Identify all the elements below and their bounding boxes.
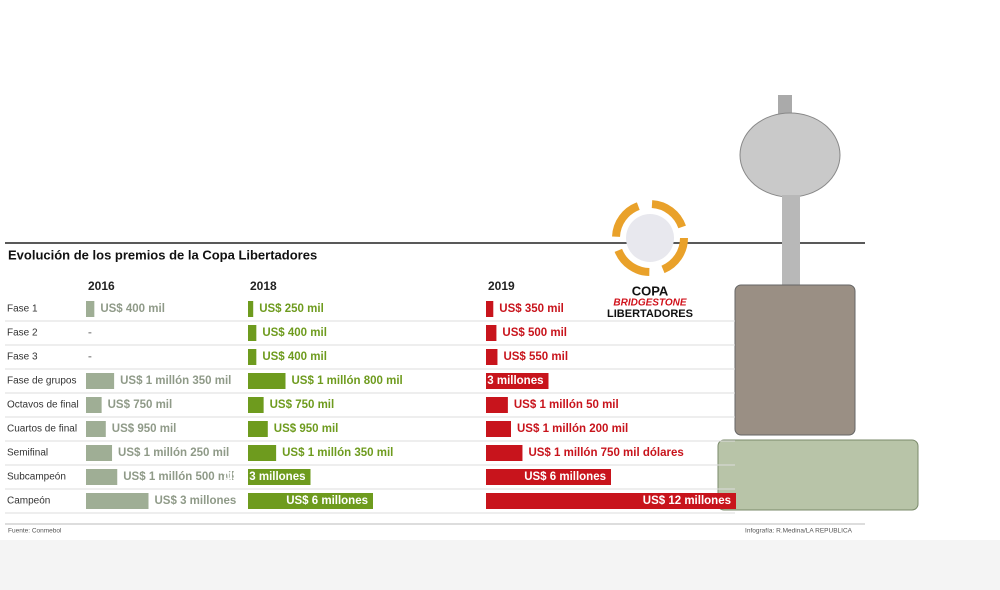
- value-label: US$ 3 millones: [462, 375, 544, 387]
- value-label: US$ 1 millón 250 mil: [118, 447, 229, 459]
- row-label: Campeón: [7, 496, 50, 507]
- trophy-base: [734, 284, 856, 436]
- value-label: US$ 3 millones: [155, 495, 237, 507]
- value-label: US$ 750 mil: [270, 399, 335, 411]
- value-label: -: [88, 351, 92, 363]
- value-label: US$ 350 mil: [499, 303, 564, 315]
- value-label: US$ 1 millón 200 mil: [517, 423, 628, 435]
- bar: [486, 421, 511, 437]
- bar: [486, 493, 736, 509]
- bar: [86, 301, 95, 317]
- bar: [86, 373, 115, 389]
- bar: [486, 349, 498, 365]
- source: Fuente: Conmebol: [8, 528, 62, 535]
- logo-text: COPA: [632, 283, 669, 298]
- bar: [248, 349, 257, 365]
- trophy-cup: [739, 112, 841, 198]
- logo: COPA BRIDGESTONE LIBERTADORES: [607, 200, 693, 320]
- value-label: US$ 1 millón 50 mil: [514, 399, 619, 411]
- bar: [248, 445, 277, 461]
- bar: [486, 445, 523, 461]
- bar: [248, 301, 254, 317]
- value-label: US$ 1 millón 800 mil: [292, 375, 403, 387]
- row-label: Fase 3: [7, 352, 38, 363]
- value-label: US$ 950 mil: [112, 423, 177, 435]
- value-label: US$ 250 mil: [259, 303, 324, 315]
- row-label: Cuartos de final: [7, 424, 77, 435]
- logo-globe: [626, 214, 674, 262]
- value-label: US$ 750 mil: [108, 399, 173, 411]
- year-label: 2019: [488, 279, 515, 293]
- bar: [86, 421, 106, 437]
- value-label: US$ 12 millones: [643, 495, 731, 507]
- bar: [86, 397, 102, 413]
- credit: Infografía: R.Medina/LA REPUBLICA: [745, 528, 853, 535]
- logo-text: LIBERTADORES: [607, 308, 693, 320]
- value-label: -: [88, 327, 92, 339]
- value-label: US$ 400 mil: [100, 303, 165, 315]
- value-label: US$ 1 millón 500 mil: [123, 471, 234, 483]
- bar: [248, 397, 264, 413]
- bar: [248, 421, 268, 437]
- bar: [248, 493, 373, 509]
- row-label: Subcampeón: [7, 472, 66, 483]
- bar: [486, 301, 494, 317]
- bottom-band: [0, 540, 1000, 590]
- value-label: US$ 6 millones: [286, 495, 368, 507]
- value-label: US$ 1 millón 750 mil dólares: [528, 447, 683, 459]
- value-label: US$ 1 millón 350 mil: [120, 375, 231, 387]
- trophy-stem: [782, 195, 800, 285]
- bar: [486, 469, 611, 485]
- bar: [86, 445, 113, 461]
- bar: [486, 373, 549, 389]
- row-label: Octavos de final: [7, 400, 79, 411]
- bar: [486, 397, 508, 413]
- value-label: US$ 3 millones: [224, 471, 306, 483]
- bar: [86, 493, 149, 509]
- year-label: 2016: [88, 279, 115, 293]
- bar: [86, 469, 118, 485]
- row-label: Semifinal: [7, 448, 48, 459]
- bar: [248, 469, 311, 485]
- value-label: US$ 400 mil: [262, 351, 327, 363]
- value-label: US$ 400 mil: [262, 327, 327, 339]
- money-stack: [717, 439, 919, 511]
- logo-text: BRIDGESTONE: [613, 298, 686, 309]
- year-label: 2018: [250, 279, 277, 293]
- chart-title: Evolución de los premios de la Copa Libe…: [8, 247, 317, 262]
- trophy-figure: [778, 95, 792, 115]
- bar: [486, 325, 497, 341]
- logo-ring: [612, 200, 688, 276]
- trophy: [717, 95, 919, 511]
- bar: [248, 325, 257, 341]
- bar: [248, 373, 286, 389]
- value-label: US$ 6 millones: [524, 471, 606, 483]
- row-label: Fase 2: [7, 328, 38, 339]
- value-label: US$ 550 mil: [503, 351, 568, 363]
- row-label: Fase de grupos: [7, 376, 77, 387]
- value-label: US$ 1 millón 350 mil: [282, 447, 393, 459]
- value-label: US$ 950 mil: [274, 423, 339, 435]
- row-label: Fase 1: [7, 304, 38, 315]
- value-label: US$ 500 mil: [502, 327, 567, 339]
